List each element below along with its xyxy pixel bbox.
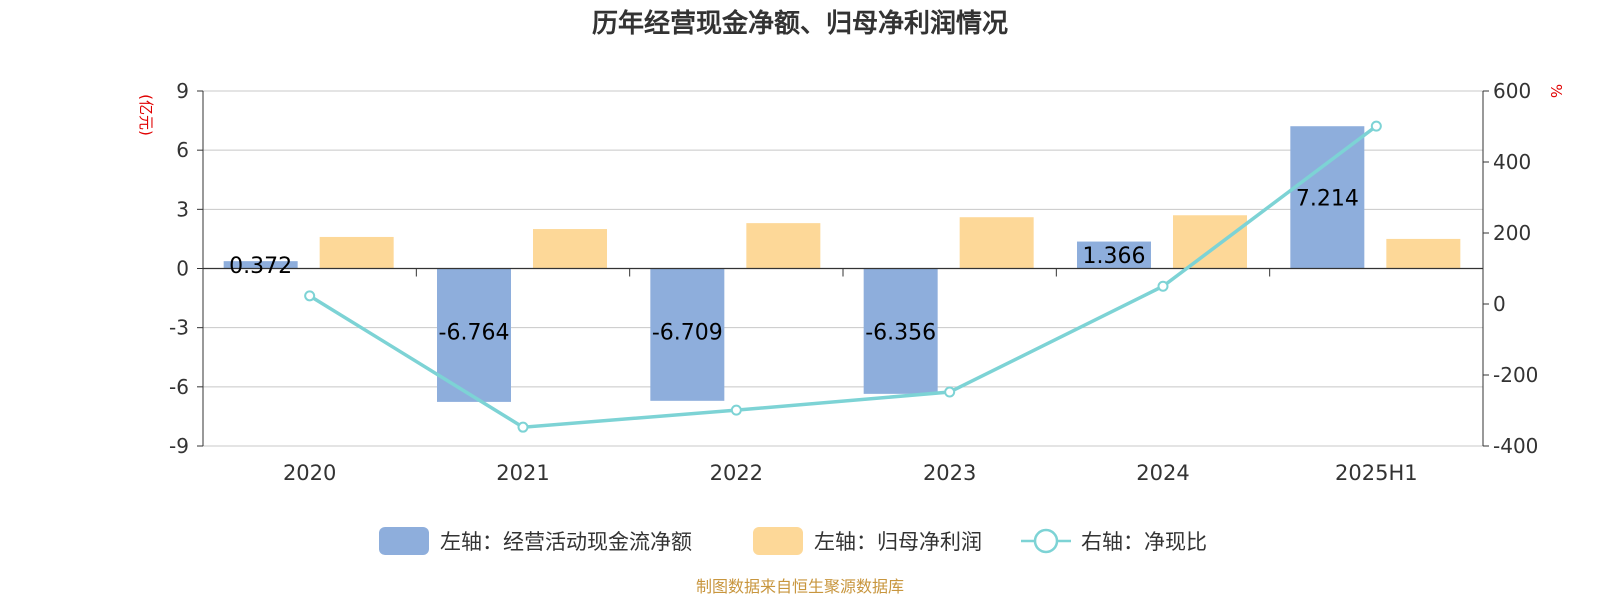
bar-data-label: 0.372 xyxy=(229,254,292,279)
bar xyxy=(959,217,1034,269)
x-tick-label: 2020 xyxy=(283,461,336,485)
bar xyxy=(863,268,938,394)
data-source-note: 制图数据来自恒生聚源数据库 xyxy=(696,577,904,596)
right-tick-label: -200 xyxy=(1493,363,1538,387)
right-axis-unit: % xyxy=(1547,84,1565,98)
left-tick-label: 9 xyxy=(176,79,189,103)
bar xyxy=(1386,238,1461,269)
left-tick-label: -3 xyxy=(169,316,189,340)
line-series-path xyxy=(308,124,1378,429)
left-tick-label: 0 xyxy=(176,257,189,281)
left-axis-unit: (亿元) xyxy=(137,94,155,136)
legend: 左轴：经营活动现金流净额 左轴：归母净利润 右轴：净现比 xyxy=(379,527,1207,555)
left-tick-label: -9 xyxy=(169,434,189,458)
right-tick-label: 0 xyxy=(1493,292,1506,316)
right-tick-label: 400 xyxy=(1493,150,1531,174)
legend-marker xyxy=(1033,528,1059,554)
x-tick-label: 2025H1 xyxy=(1335,461,1418,485)
right-tick-label: 200 xyxy=(1493,221,1531,245)
line-point xyxy=(517,421,529,433)
x-tick-label: 2024 xyxy=(1136,461,1189,485)
bar-data-label: -6.764 xyxy=(439,321,510,346)
line-point xyxy=(944,386,956,398)
legend-label: 左轴：归母净利润 xyxy=(814,530,982,554)
bar-data-label: 1.366 xyxy=(1083,244,1146,269)
bar xyxy=(746,223,821,269)
legend-swatch xyxy=(379,527,429,555)
legend-label: 右轴：净现比 xyxy=(1081,530,1207,554)
bar xyxy=(223,261,298,269)
data-labels: 0.372 -6.764 -6.709 -6.356 1.366 7.214 xyxy=(229,186,1359,345)
bar-layer xyxy=(223,126,1461,402)
bar-data-label: -6.356 xyxy=(865,321,936,346)
bar xyxy=(1173,215,1247,269)
left-tick-label: -6 xyxy=(169,375,189,399)
bar-data-label: -6.709 xyxy=(652,321,723,346)
x-tick-label: 2021 xyxy=(496,461,549,485)
line-layer xyxy=(304,120,1382,433)
right-tick-label: -400 xyxy=(1493,434,1538,458)
left-tick-label: 3 xyxy=(176,197,189,221)
left-tick-label: 6 xyxy=(176,138,189,162)
chart-title: 历年经营现金净额、归母净利润情况 xyxy=(592,8,1008,39)
line-point xyxy=(1157,280,1169,292)
bar xyxy=(319,236,394,269)
bar xyxy=(437,268,511,402)
axes: 9 6 3 0 -3 -6 -9 600 400 200 0 -200 -400 2020 2021 2022… xyxy=(169,79,1538,485)
bar xyxy=(1077,241,1151,269)
legend-swatch xyxy=(753,527,803,555)
bar-data-label: 7.214 xyxy=(1296,186,1359,211)
legend-label: 左轴：经营活动现金流净额 xyxy=(440,530,692,554)
x-tick-label: 2022 xyxy=(710,461,763,485)
x-tick-label: 2023 xyxy=(923,461,976,485)
bar xyxy=(650,268,725,401)
bar xyxy=(1290,126,1365,269)
line-point xyxy=(730,404,742,416)
grid-lines xyxy=(203,90,1483,447)
line-point xyxy=(1370,120,1382,132)
right-tick-label: 600 xyxy=(1493,79,1531,103)
line-point xyxy=(304,290,316,302)
bar xyxy=(533,229,607,269)
